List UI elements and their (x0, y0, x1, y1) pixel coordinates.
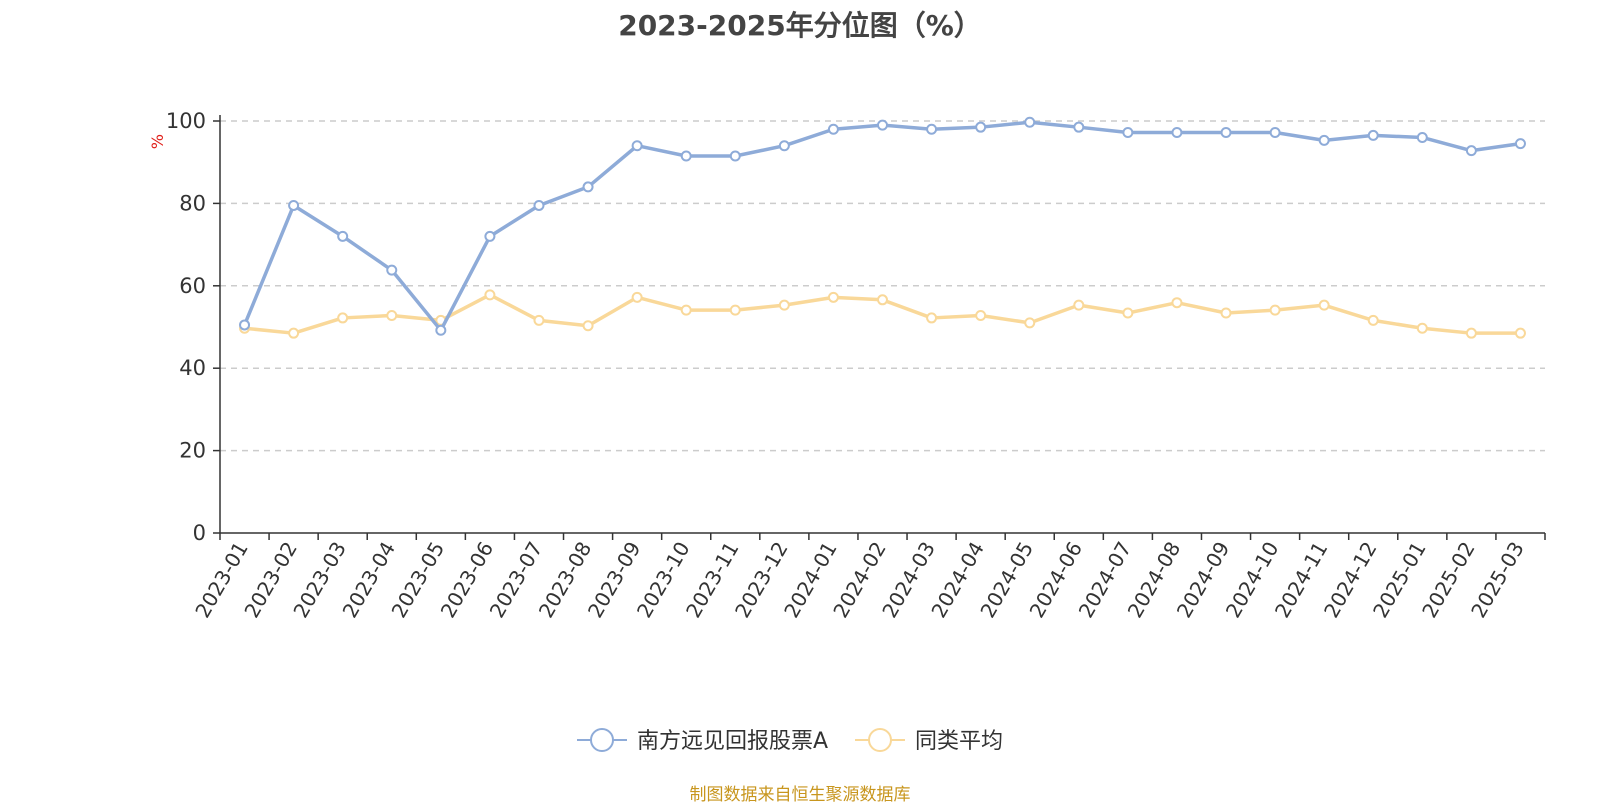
series-layer (239, 116, 1526, 339)
grid-layer (220, 120, 1545, 452)
data-point (1073, 299, 1085, 311)
data-point (1220, 307, 1232, 319)
y-tick-label: 0 (193, 521, 206, 545)
data-point (582, 320, 594, 332)
data-point (729, 150, 741, 162)
y-tick-label: 60 (179, 274, 206, 298)
data-point (1416, 131, 1428, 143)
data-point (1367, 314, 1379, 326)
source-note: 制图数据来自恒生聚源数据库 (689, 785, 911, 805)
data-point (582, 181, 594, 193)
data-point (435, 324, 447, 336)
data-point (631, 140, 643, 152)
data-point (1465, 145, 1477, 157)
data-point (877, 294, 888, 306)
data-point (975, 309, 987, 321)
data-point (337, 230, 349, 242)
data-point (288, 327, 300, 339)
data-point (1465, 327, 1477, 339)
data-point (827, 291, 839, 303)
chart-title: 2023-2025年分位图（%） (618, 9, 982, 42)
legend-label: 同类平均 (915, 729, 1003, 754)
data-point (1269, 304, 1281, 316)
data-point (1318, 299, 1330, 311)
legend-marker (590, 728, 614, 752)
data-point (1514, 327, 1526, 339)
legend-item: 南方远见回报股票A (577, 728, 828, 754)
legend: 南方远见回报股票A 同类平均 (577, 728, 1003, 754)
data-point (1514, 138, 1526, 150)
data-point (386, 264, 398, 276)
data-point (877, 119, 888, 131)
data-point (1024, 317, 1036, 329)
data-point (1367, 129, 1379, 141)
data-point (926, 123, 938, 135)
data-point (680, 150, 692, 162)
data-point (1122, 127, 1134, 139)
data-point (386, 309, 398, 321)
y-tick-label: 20 (179, 439, 206, 463)
data-point (975, 121, 987, 133)
data-point (288, 199, 300, 211)
data-point (729, 304, 741, 316)
data-point (631, 291, 643, 303)
data-point (1122, 307, 1134, 319)
data-point (1073, 121, 1085, 133)
data-point (1318, 134, 1330, 146)
data-point (926, 312, 938, 324)
data-point (1171, 127, 1183, 139)
data-point (1220, 127, 1232, 139)
y-tick-label: 100 (166, 109, 206, 133)
data-point (1024, 116, 1036, 128)
y-tick-label: 80 (179, 191, 206, 215)
data-point (778, 140, 790, 152)
data-point (533, 199, 545, 211)
data-point (533, 314, 545, 326)
legend-item: 同类平均 (855, 728, 1003, 754)
data-point (778, 299, 790, 311)
data-point (680, 304, 692, 316)
data-point (484, 289, 496, 301)
y-axis-label: % (148, 134, 167, 149)
data-point (484, 230, 496, 242)
data-point (239, 319, 251, 331)
y-tick-label: 40 (179, 356, 206, 380)
data-point (1269, 127, 1281, 139)
data-point (827, 123, 839, 135)
data-point (1416, 322, 1428, 334)
data-point (337, 312, 349, 324)
data-point (1171, 297, 1183, 309)
legend-marker (868, 728, 892, 752)
legend-label: 南方远见回报股票A (637, 729, 828, 754)
axis-layer: 020406080100%2023-012023-022023-032023-0… (148, 109, 1546, 622)
